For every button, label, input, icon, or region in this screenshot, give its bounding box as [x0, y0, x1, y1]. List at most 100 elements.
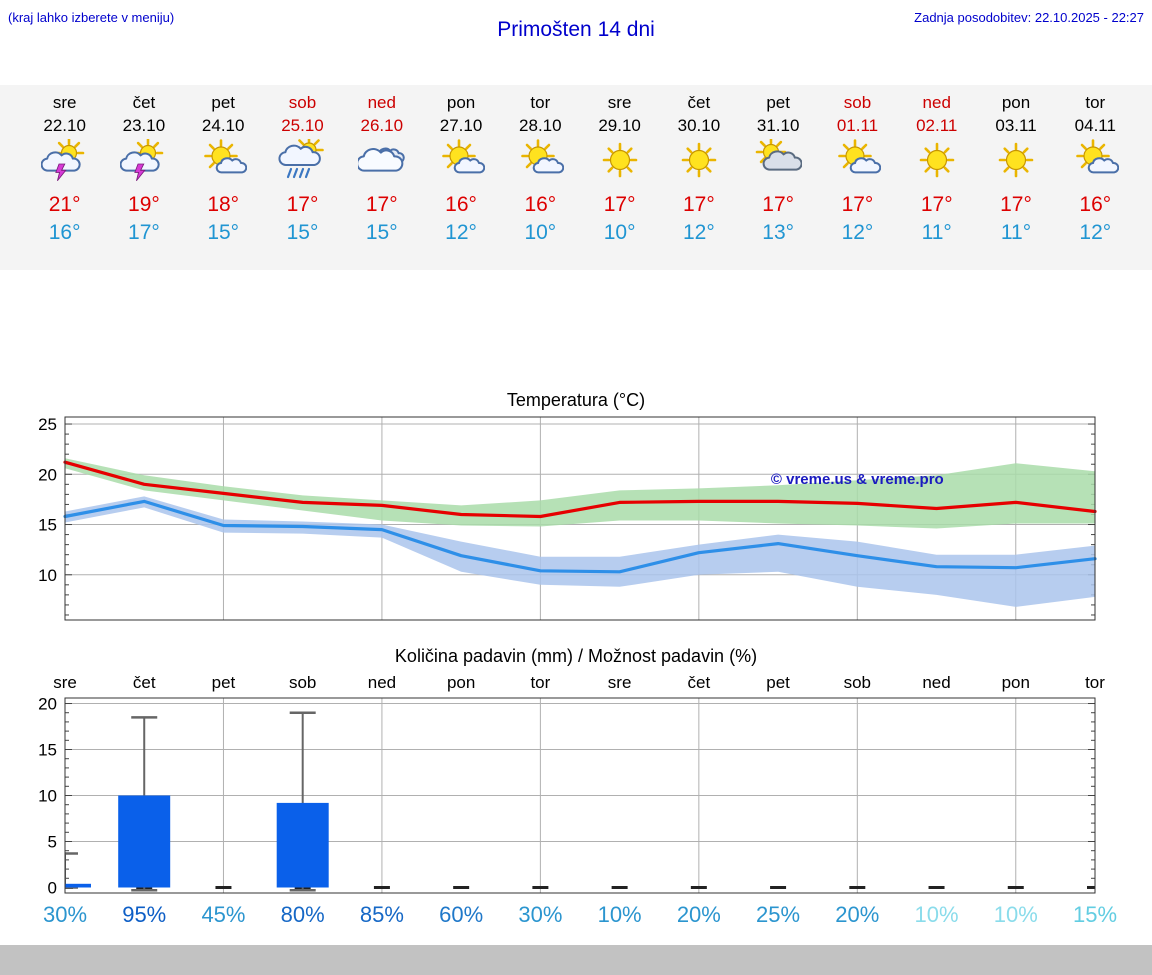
temperature-chart: 10 15 20 25 © vreme.us & vreme.pro [38, 415, 1097, 621]
day-date: 04.11 [1074, 116, 1116, 135]
svg-text:10%: 10% [915, 902, 959, 927]
day-date: 31.10 [756, 116, 800, 135]
day-low-temp: 16° [48, 221, 81, 244]
day-date: 03.11 [995, 116, 1037, 135]
svg-text:pon: pon [1002, 673, 1030, 692]
svg-text:ned: ned [368, 673, 396, 692]
forecast-day-column: pet 24.10 18° 15° [184, 93, 263, 270]
svg-text:5: 5 [48, 832, 57, 851]
day-date: 26.10 [360, 116, 404, 135]
forecast-strip: sre 22.10 21° 16° čet 23.10 19° 17° pet 24.10 18° 1… [0, 85, 1152, 270]
day-high-temp: 17° [286, 193, 319, 216]
weather-icon-sun [580, 139, 659, 189]
day-high-temp: 19° [128, 193, 160, 216]
svg-text:95%: 95% [122, 902, 166, 927]
day-name: sre [52, 93, 77, 112]
day-high-temp: 17° [841, 193, 874, 216]
day-low-temp: 17° [128, 221, 160, 244]
day-high-temp: 17° [365, 193, 398, 216]
day-date: 24.10 [201, 116, 245, 135]
day-high-temp: 21° [48, 193, 81, 216]
page-title: Primošten 14 dni [497, 18, 655, 41]
day-low-temp: 12° [1079, 221, 1112, 244]
svg-text:0: 0 [48, 878, 57, 897]
svg-text:20%: 20% [677, 902, 721, 927]
day-date: 25.10 [281, 116, 324, 135]
temperature-chart-title: Temperatura (°C) [506, 390, 646, 410]
forecast-day-column: sob 25.10 17° 15° [263, 93, 342, 270]
day-low-temp: 11° [1000, 221, 1032, 244]
day-high-temp: 17° [920, 193, 953, 216]
weather-icon-cloud-sun [739, 136, 818, 189]
day-high-temp: 17° [683, 193, 715, 216]
day-name: sre [607, 93, 632, 112]
weather-icon-rain-sun [263, 135, 342, 189]
svg-text:ned: ned [922, 673, 950, 692]
svg-text:30%: 30% [518, 902, 562, 927]
forecast-day-column: tor 04.11 16° 12° [1056, 93, 1135, 270]
day-date: 02.11 [916, 116, 958, 135]
weather-icon-sun [897, 139, 976, 189]
svg-text:10%: 10% [598, 902, 642, 927]
forecast-day-column: sre 29.10 17° 10° [580, 93, 659, 270]
day-low-temp: 10° [603, 221, 636, 244]
day-low-temp: 15° [286, 221, 319, 244]
day-high-temp: 16° [1079, 193, 1112, 216]
svg-text:15: 15 [38, 516, 57, 535]
day-name: sob [843, 93, 872, 112]
day-name: čet [132, 93, 156, 112]
weather-icon-storm [25, 137, 104, 189]
svg-text:80%: 80% [281, 902, 325, 927]
day-low-temp: 13° [762, 221, 795, 244]
day-low-temp: 11° [921, 221, 952, 244]
svg-text:20%: 20% [835, 902, 879, 927]
weather-icon-sun [659, 139, 738, 189]
day-name: tor [530, 93, 551, 112]
weather-icon-sun [976, 139, 1055, 189]
svg-text:čet: čet [133, 673, 156, 692]
svg-text:pet: pet [212, 673, 236, 692]
day-high-temp: 16° [445, 193, 477, 216]
day-high-temp: 18° [207, 193, 240, 216]
day-low-temp: 12° [445, 221, 477, 244]
day-name: sob [288, 93, 317, 112]
day-high-temp: 17° [603, 193, 636, 216]
day-name: ned [367, 93, 396, 112]
day-low-temp: 15° [207, 221, 240, 244]
forecast-day-column: pon 03.11 17° 11° [976, 93, 1055, 270]
day-name: ned [922, 93, 951, 112]
day-date: 28.10 [519, 116, 562, 135]
day-high-temp: 16° [524, 193, 557, 216]
svg-text:20: 20 [38, 465, 57, 484]
svg-text:10%: 10% [994, 902, 1038, 927]
day-date: 29.10 [598, 116, 641, 135]
weather-icon-sun-cloud [818, 139, 897, 189]
precipitation-chart: sre čet pet sob ned pon tor sre čet pet sob ned pon t… [38, 673, 1117, 927]
forecast-day-column: ned 02.11 17° 11° [897, 93, 976, 270]
svg-text:tor: tor [1085, 673, 1105, 692]
svg-text:pon: pon [447, 673, 475, 692]
last-update-text: Zadnja posodobitev: 22.10.2025 - 22:27 [914, 10, 1144, 25]
svg-text:25%: 25% [756, 902, 800, 927]
day-name: pet [766, 93, 790, 112]
day-high-temp: 17° [1000, 193, 1032, 216]
day-name: pet [211, 93, 236, 112]
svg-text:sob: sob [844, 673, 871, 692]
weather-icon-cloudy [342, 139, 421, 189]
day-date: 22.10 [43, 116, 86, 135]
day-name: pon [1001, 93, 1031, 112]
svg-text:15%: 15% [1073, 902, 1117, 927]
svg-text:sre: sre [608, 673, 632, 692]
forecast-day-column: sre 22.10 21° 16° [25, 93, 104, 270]
forecast-day-column: ned 26.10 17° 15° [342, 93, 421, 270]
day-low-temp: 12° [683, 221, 715, 244]
svg-text:25: 25 [38, 415, 57, 434]
footer-bar [0, 945, 1152, 975]
day-date: 30.10 [677, 116, 721, 135]
menu-hint: (kraj lahko izberete v meniju) [8, 10, 175, 25]
weather-icon-sun-cloud [421, 139, 500, 189]
day-name: tor [1085, 93, 1106, 112]
forecast-day-column: čet 23.10 19° 17° [104, 93, 183, 270]
svg-text:tor: tor [530, 673, 550, 692]
forecast-day-column: pet 31.10 17° 13° [739, 93, 818, 270]
